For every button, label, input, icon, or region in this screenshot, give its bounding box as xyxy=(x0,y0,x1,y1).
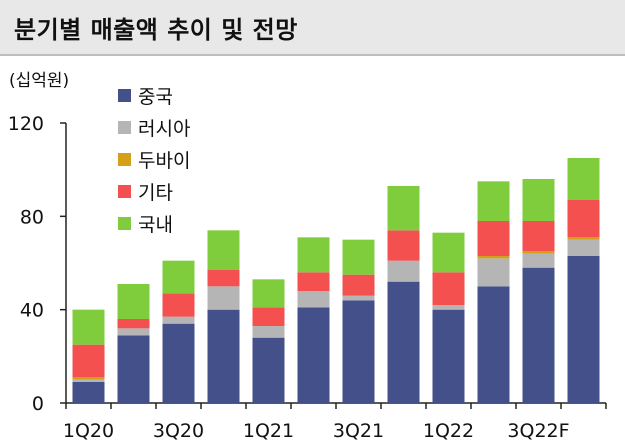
legend-label: 러시아 xyxy=(138,118,190,140)
header-bar: 분기별 매출액 추이 및 전망 xyxy=(0,0,625,56)
bar-segment-국내-1Q22 xyxy=(432,232,465,273)
bar-segment-국내-2Q21 xyxy=(297,237,330,273)
bar-segment-국내-3Q22F xyxy=(522,179,555,221)
bar-segment-두바이-1Q20 xyxy=(72,377,105,380)
bar-segment-러시아-2Q21 xyxy=(297,291,330,308)
bar-segment-중국-3Q20 xyxy=(162,323,195,403)
bar-segment-국내-1Q20 xyxy=(72,309,105,345)
bar-segment-러시아-3Q22F xyxy=(522,253,555,268)
bar-segment-기타-1Q20 xyxy=(72,344,105,378)
bar-segment-러시아-4Q21 xyxy=(387,260,420,282)
x-tick-label: 1Q21 xyxy=(243,420,294,442)
y-tick-label: 80 xyxy=(20,206,44,228)
bar-segment-기타-1Q21 xyxy=(252,307,285,326)
x-tick-label: 3Q21 xyxy=(333,420,384,442)
bar-segment-두바이-3Q22F xyxy=(522,251,555,254)
bar-segment-기타-2Q20 xyxy=(117,319,150,329)
bar-segment-러시아-3Q20 xyxy=(162,316,195,324)
bar-segment-국내-2Q22 xyxy=(477,181,510,221)
x-tick-label: 1Q20 xyxy=(63,420,114,442)
bar-segment-중국-2Q21 xyxy=(297,307,330,403)
bar-segment-국내-4Q20 xyxy=(207,230,240,270)
bar-segment-국내-1Q21 xyxy=(252,279,285,308)
bar-segment-러시아-4Q20 xyxy=(207,286,240,310)
bar-segment-중국-1Q22 xyxy=(432,309,465,403)
y-tick-label: 120 xyxy=(8,113,44,135)
x-tick-label: 3Q20 xyxy=(153,420,204,442)
page-title: 분기별 매출액 추이 및 전망 xyxy=(14,16,298,44)
bar-segment-중국-3Q22F xyxy=(522,267,555,403)
bar-segment-러시아-4Q22F xyxy=(567,239,600,256)
bar-segment-중국-2Q20 xyxy=(117,335,150,403)
bar-segment-러시아-1Q22 xyxy=(432,305,465,310)
y-tick-label: 40 xyxy=(20,300,44,322)
legend-label: 두바이 xyxy=(138,150,190,172)
legend-swatch-국내 xyxy=(118,217,131,230)
bar-segment-국내-4Q22F xyxy=(567,158,600,200)
bar-segment-기타-2Q21 xyxy=(297,272,330,291)
bar-segment-두바이-4Q22F xyxy=(567,237,600,240)
unit-label: (십억원) xyxy=(9,71,69,91)
bar-segment-국내-2Q20 xyxy=(117,284,150,319)
bar-segment-러시아-3Q21 xyxy=(342,295,375,301)
y-tick-label: 0 xyxy=(32,393,44,415)
bar-segment-국내-4Q21 xyxy=(387,186,420,231)
bar-segment-중국-1Q20 xyxy=(72,382,105,403)
legend-label: 기타 xyxy=(138,182,173,204)
bar-segment-두바이-2Q22 xyxy=(477,256,510,259)
legend-label: 국내 xyxy=(138,214,173,236)
bar-segment-러시아-1Q20 xyxy=(72,379,105,382)
legend-swatch-두바이 xyxy=(118,153,131,166)
legend-swatch-러시아 xyxy=(118,121,131,134)
bar-segment-중국-4Q20 xyxy=(207,309,240,403)
bar-segment-기타-2Q22 xyxy=(477,221,510,256)
bar-segment-중국-4Q21 xyxy=(387,281,420,403)
bar-segment-국내-3Q20 xyxy=(162,260,195,294)
bar-segment-기타-4Q21 xyxy=(387,230,420,261)
legend-label: 중국 xyxy=(138,86,173,108)
bar-segment-기타-3Q20 xyxy=(162,293,195,317)
bar-segment-기타-3Q21 xyxy=(342,274,375,296)
bar-segment-러시아-2Q22 xyxy=(477,258,510,287)
bar-segment-기타-3Q22F xyxy=(522,221,555,252)
legend-swatch-기타 xyxy=(118,185,131,198)
bar-segment-러시아-1Q21 xyxy=(252,326,285,338)
bar-segment-중국-3Q21 xyxy=(342,300,375,403)
legend-swatch-중국 xyxy=(118,89,131,102)
bar-segment-기타-4Q22F xyxy=(567,200,600,238)
bar-segment-중국-1Q21 xyxy=(252,337,285,403)
x-tick-label: 3Q22F xyxy=(507,420,569,442)
bar-segment-기타-1Q22 xyxy=(432,272,465,305)
bar-segment-국내-3Q21 xyxy=(342,239,375,275)
bar-segment-기타-4Q20 xyxy=(207,270,240,287)
bar-segment-중국-4Q22F xyxy=(567,256,600,403)
bar-segment-러시아-2Q20 xyxy=(117,328,150,336)
x-tick-label: 1Q22 xyxy=(423,420,474,442)
bar-segment-중국-2Q22 xyxy=(477,286,510,403)
